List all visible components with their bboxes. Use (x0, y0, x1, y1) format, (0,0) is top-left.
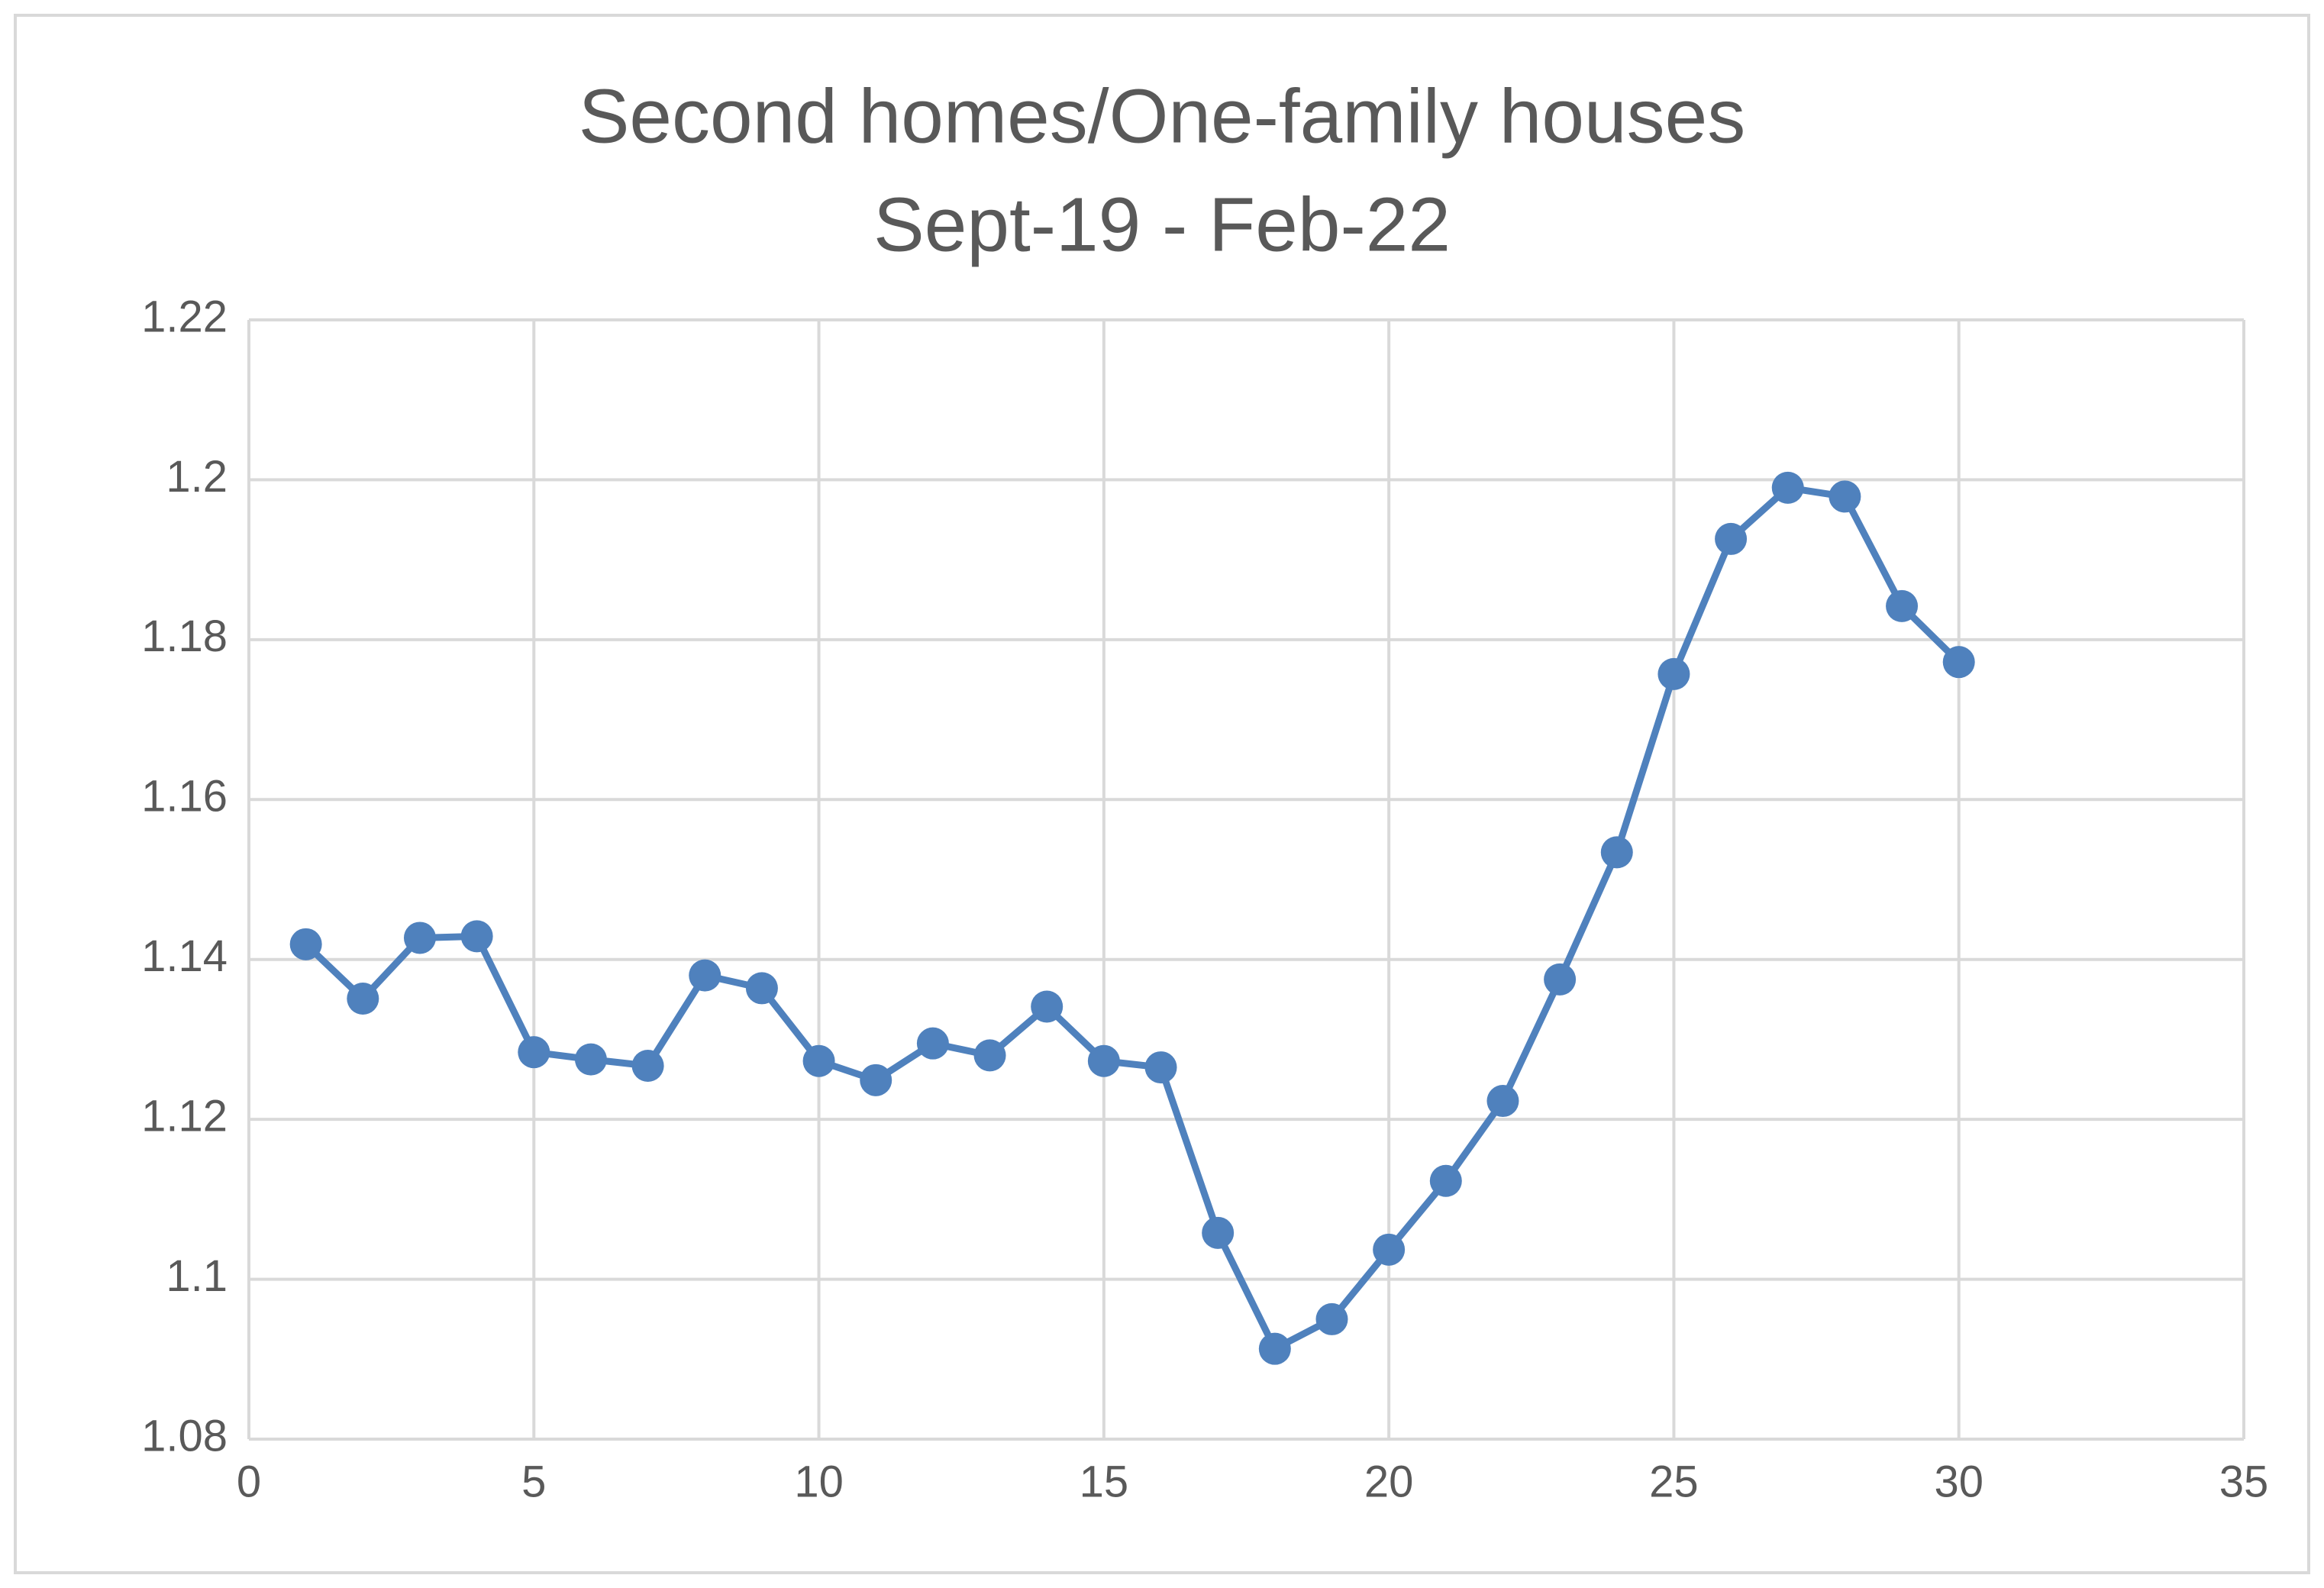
chart-frame (14, 14, 2310, 1574)
data-point (574, 1043, 607, 1076)
data-point (1373, 1233, 1406, 1266)
y-tick-label: 1.22 (141, 292, 228, 341)
data-point (1544, 963, 1577, 996)
data-point (1657, 657, 1690, 690)
data-point (802, 1044, 835, 1077)
data-point (916, 1027, 949, 1060)
data-point (1886, 589, 1919, 622)
data-point (1715, 522, 1748, 555)
x-tick-label: 0 (237, 1457, 261, 1506)
data-point (1771, 471, 1804, 504)
data-point (518, 1036, 550, 1069)
y-tick-label: 1.16 (141, 772, 228, 821)
data-point (347, 983, 379, 1015)
y-tick-label: 1.08 (141, 1411, 228, 1461)
data-point (860, 1064, 892, 1096)
data-point (1942, 646, 1975, 679)
data-point (289, 928, 322, 960)
data-point (631, 1049, 664, 1082)
x-tick-label: 5 (521, 1457, 546, 1506)
data-point (1031, 990, 1064, 1023)
data-point (973, 1039, 1006, 1072)
x-tick-label: 15 (1080, 1457, 1129, 1506)
data-point (1600, 836, 1633, 869)
data-point (403, 921, 436, 954)
data-point (1087, 1044, 1120, 1077)
data-point (460, 920, 493, 953)
y-tick-label: 1.12 (141, 1091, 228, 1141)
y-tick-label: 1.14 (141, 931, 228, 981)
data-point (1315, 1302, 1348, 1335)
x-tick-label: 10 (794, 1457, 844, 1506)
x-tick-label: 20 (1364, 1457, 1414, 1506)
data-point (1202, 1216, 1235, 1249)
x-tick-label: 35 (2219, 1457, 2269, 1506)
data-point (1258, 1332, 1291, 1365)
chart-title: Second homes/One-family houses (579, 73, 1746, 159)
data-point (689, 959, 721, 992)
chart-subtitle: Sept-19 - Feb-22 (873, 182, 1451, 267)
data-point (745, 972, 778, 1005)
data-point (1429, 1164, 1462, 1197)
y-tick-label: 1.2 (166, 452, 228, 502)
data-point (1829, 480, 1861, 513)
data-point (1486, 1085, 1519, 1118)
y-tick-label: 1.18 (141, 612, 228, 661)
y-tick-label: 1.1 (166, 1251, 228, 1301)
x-tick-label: 25 (1649, 1457, 1699, 1506)
x-tick-label: 30 (1934, 1457, 1983, 1506)
data-point (1144, 1051, 1177, 1084)
